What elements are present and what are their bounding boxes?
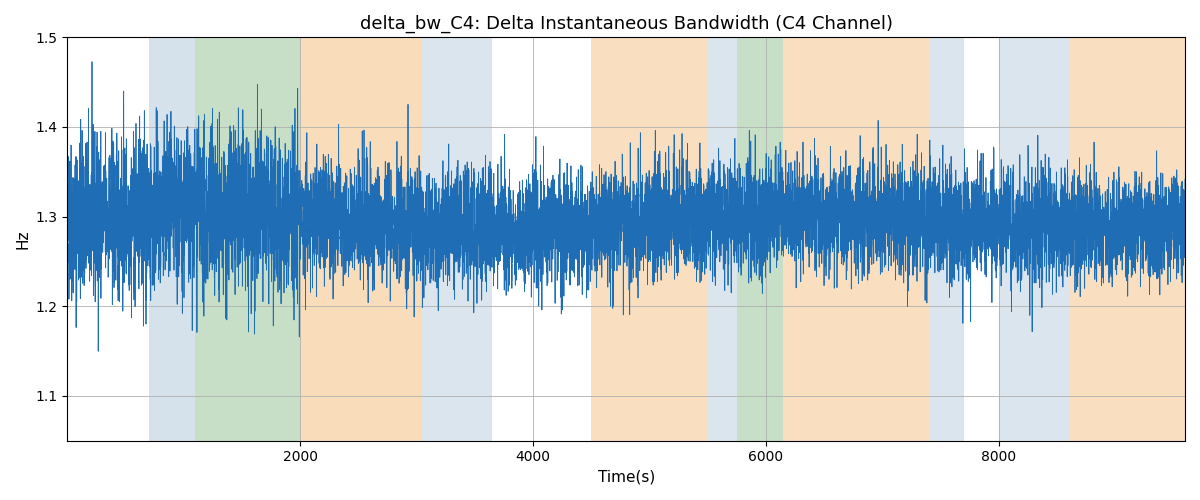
X-axis label: Time(s): Time(s) bbox=[598, 470, 655, 485]
Bar bbox=[784, 38, 929, 440]
Bar bbox=[998, 38, 1068, 440]
Title: delta_bw_C4: Delta Instantaneous Bandwidth (C4 Channel): delta_bw_C4: Delta Instantaneous Bandwid… bbox=[360, 15, 893, 34]
Bar bbox=[1068, 38, 1186, 440]
Bar bbox=[737, 38, 784, 440]
Bar bbox=[929, 38, 964, 440]
Y-axis label: Hz: Hz bbox=[16, 230, 30, 249]
Bar bbox=[592, 38, 708, 440]
Bar bbox=[149, 38, 196, 440]
Bar bbox=[196, 38, 300, 440]
Bar bbox=[708, 38, 737, 440]
Bar bbox=[422, 38, 492, 440]
Bar bbox=[300, 38, 422, 440]
